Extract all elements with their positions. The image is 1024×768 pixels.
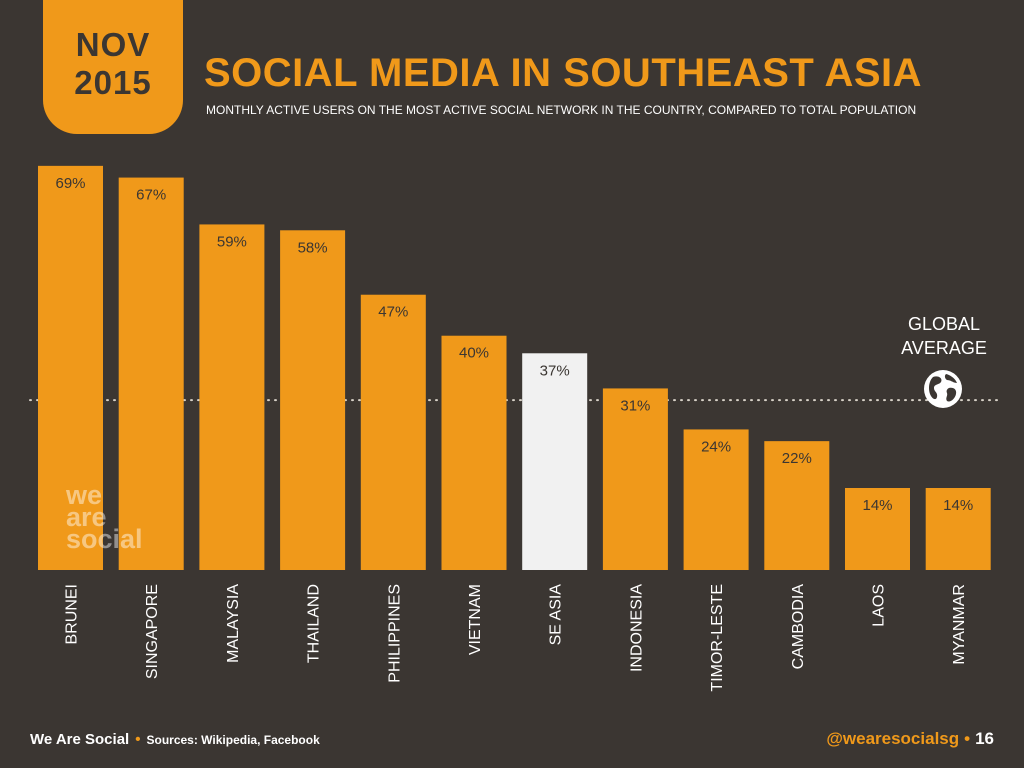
- data-label-timor-leste: 24%: [701, 438, 731, 455]
- data-label-singapore: 67%: [136, 187, 166, 204]
- category-label-brunei: BRUNEI: [64, 584, 81, 644]
- global-average-label: GLOBAL AVERAGE: [886, 312, 1002, 360]
- category-label-vietnam: VIETNAM: [467, 584, 484, 655]
- data-label-brunei: 69%: [55, 175, 85, 192]
- bar-malaysia: [199, 224, 265, 570]
- bar-se-asia: [522, 353, 588, 570]
- category-label-malaysia: MALAYSIA: [225, 584, 242, 663]
- data-label-indonesia: 31%: [620, 397, 650, 414]
- footer-right: @wearesocialsg • 16: [826, 729, 994, 749]
- we-are-social-watermark: we are social: [66, 480, 143, 554]
- watermark-line-1: we: [66, 480, 103, 510]
- footer-handle[interactable]: @wearesocialsg: [826, 729, 960, 748]
- footer-separator-right: •: [964, 729, 971, 748]
- watermark-line-3: social: [66, 524, 143, 554]
- category-label-myanmar: MYANMAR: [951, 584, 968, 665]
- data-label-se-asia: 37%: [540, 362, 570, 379]
- data-label-vietnam: 40%: [459, 345, 489, 362]
- data-label-philippines: 47%: [378, 304, 408, 321]
- page-title: SOCIAL MEDIA IN SOUTHEAST ASIA: [204, 51, 923, 95]
- data-label-thailand: 58%: [298, 239, 328, 256]
- bar-laos: [845, 488, 910, 570]
- global-average-line-2: AVERAGE: [901, 338, 987, 358]
- bar-myanmar: [925, 488, 991, 570]
- global-average-line-1: GLOBAL: [907, 314, 981, 334]
- data-label-myanmar: 14%: [943, 497, 973, 514]
- bar-singapore: [118, 177, 184, 571]
- bar-timor-leste: [683, 429, 749, 570]
- category-label-indonesia: INDONESIA: [628, 584, 645, 672]
- footer-brand: We Are Social: [30, 731, 130, 748]
- category-label-se-asia: SE ASIA: [548, 584, 565, 646]
- date-badge: NOV 2015: [43, 0, 183, 134]
- data-label-cambodia: 22%: [782, 450, 812, 467]
- page-number: 16: [975, 729, 994, 748]
- category-label-philippines: PHILIPPINES: [386, 584, 403, 683]
- category-label-cambodia: CAMBODIA: [790, 584, 807, 670]
- bar-vietnam: [441, 335, 507, 570]
- footer-left: We Are Social • Sources: Wikipedia, Facebo…: [30, 731, 320, 748]
- date-year: 2015: [74, 64, 152, 101]
- watermark-line-2: are: [66, 502, 107, 532]
- globe-icon: [924, 370, 962, 408]
- category-label-thailand: THAILAND: [306, 584, 323, 663]
- data-label-malaysia: 59%: [217, 233, 247, 250]
- category-label-singapore: SINGAPORE: [144, 584, 161, 679]
- bar-thailand: [280, 230, 346, 571]
- footer-sources: Sources: Wikipedia, Facebook: [146, 733, 320, 747]
- category-label-laos: LAOS: [871, 584, 888, 627]
- page-subtitle: MONTHLY ACTIVE USERS ON THE MOST ACTIVE …: [206, 103, 917, 117]
- bar-brunei: [38, 165, 103, 570]
- data-label-laos: 14%: [862, 497, 892, 514]
- bar-philippines: [360, 294, 426, 570]
- bar-cambodia: [764, 441, 830, 570]
- footer-separator: •: [135, 731, 141, 748]
- category-label-timor-leste: TIMOR-LESTE: [709, 584, 726, 692]
- date-month: NOV: [75, 26, 151, 63]
- bar-indonesia: [602, 388, 668, 570]
